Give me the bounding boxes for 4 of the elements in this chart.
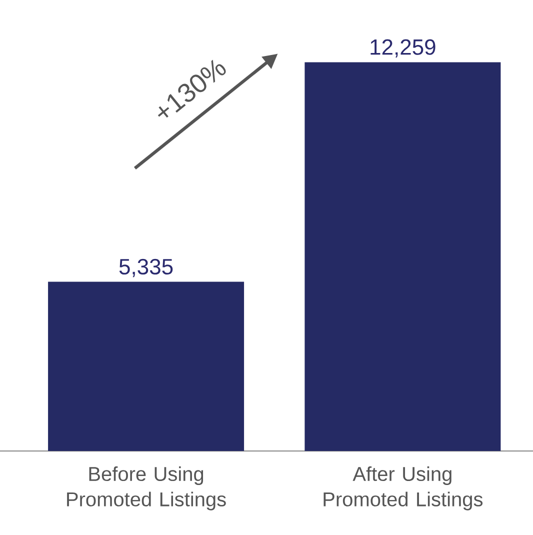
data-label: 12,259: [370, 39, 436, 58]
x-tick-label: After Using Promoted Listings: [324, 466, 482, 510]
data-label: 5,335: [119, 258, 172, 278]
x-tick-label: Before Using Promoted Listings: [66, 466, 226, 510]
